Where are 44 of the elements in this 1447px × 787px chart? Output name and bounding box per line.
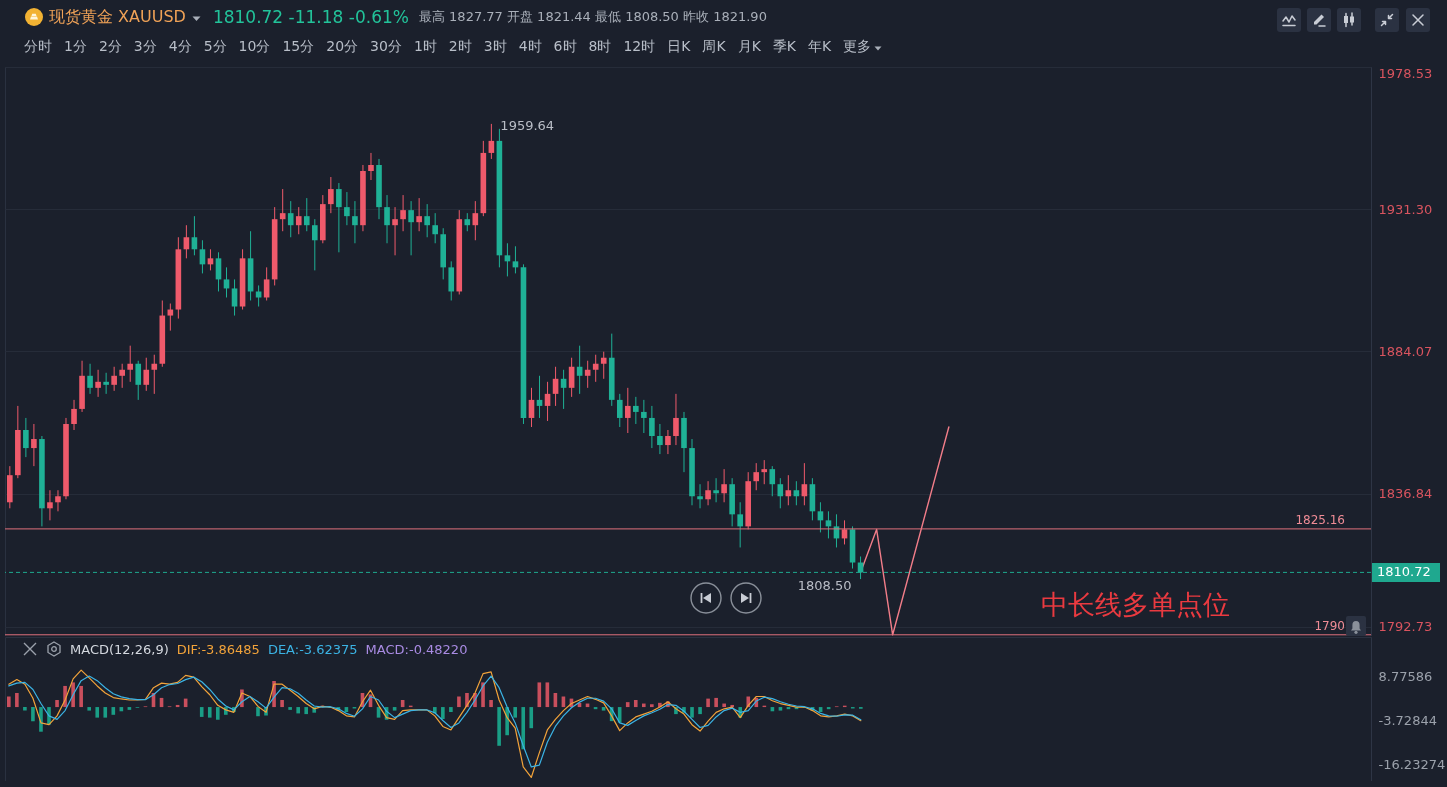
annotation: MACD:-0.48220 — [365, 641, 468, 657]
text: 1时 — [413, 38, 437, 56]
y-tick-label: 1836.84 — [1378, 486, 1433, 502]
chart-subtitle: 1810.72 -11.18 -0.61% — [212, 7, 409, 27]
text: 更多 — [843, 38, 872, 56]
y-tick-label: -3.72844 — [1378, 712, 1437, 728]
text: 分时 — [24, 38, 52, 56]
ref-line-label: 1825.16 — [1295, 512, 1345, 527]
text: 2时 — [448, 38, 472, 56]
text: 最高 1827.77 开盘 1821.44 最低 1808.50 昨收 1821.90 — [418, 8, 767, 26]
text: 周K — [702, 38, 726, 56]
text: 2分 — [98, 38, 122, 56]
y-tick-label: 1931.30 — [1378, 201, 1433, 217]
text: 8时 — [588, 38, 612, 56]
text: 6时 — [553, 38, 577, 56]
text: 1分 — [64, 38, 87, 56]
text: 3时 — [483, 38, 507, 56]
text: 30分 — [370, 38, 402, 56]
text: 季K — [772, 38, 797, 56]
text: DEA:-3.62375 — [267, 641, 358, 657]
text: 10分 — [238, 38, 271, 56]
ref-line-label: 1810.72 — [1377, 564, 1431, 580]
legend-title: MACD(12,26,9) — [70, 641, 169, 657]
text: 年K — [808, 38, 832, 56]
y-tick-label: -16.23274 — [1378, 756, 1446, 772]
text: 1808.50 — [797, 578, 852, 594]
chart-title: 现货黄金 XAUUSD — [49, 6, 186, 28]
text: 月K — [737, 38, 761, 56]
text: 4分 — [168, 38, 192, 56]
y-tick-label: 1884.07 — [1378, 343, 1433, 359]
text: 20分 — [326, 38, 359, 56]
text: 1959.64 — [500, 117, 555, 133]
y-tick-label: 8.77586 — [1378, 668, 1433, 684]
ref-line-label: 1790 — [1314, 618, 1345, 633]
text: 5分 — [203, 38, 227, 56]
text: 日K — [667, 38, 691, 56]
text: 12时 — [623, 38, 656, 56]
text: 15分 — [282, 38, 315, 56]
y-tick-label: 1792.73 — [1378, 619, 1433, 635]
y-tick-label: 1978.53 — [1378, 65, 1433, 81]
annotation: 中长线多单点位 — [1040, 589, 1230, 620]
text: 4时 — [518, 38, 542, 56]
text: 3分 — [133, 38, 157, 56]
series-label: DIF:-3.86485 — [176, 641, 260, 657]
